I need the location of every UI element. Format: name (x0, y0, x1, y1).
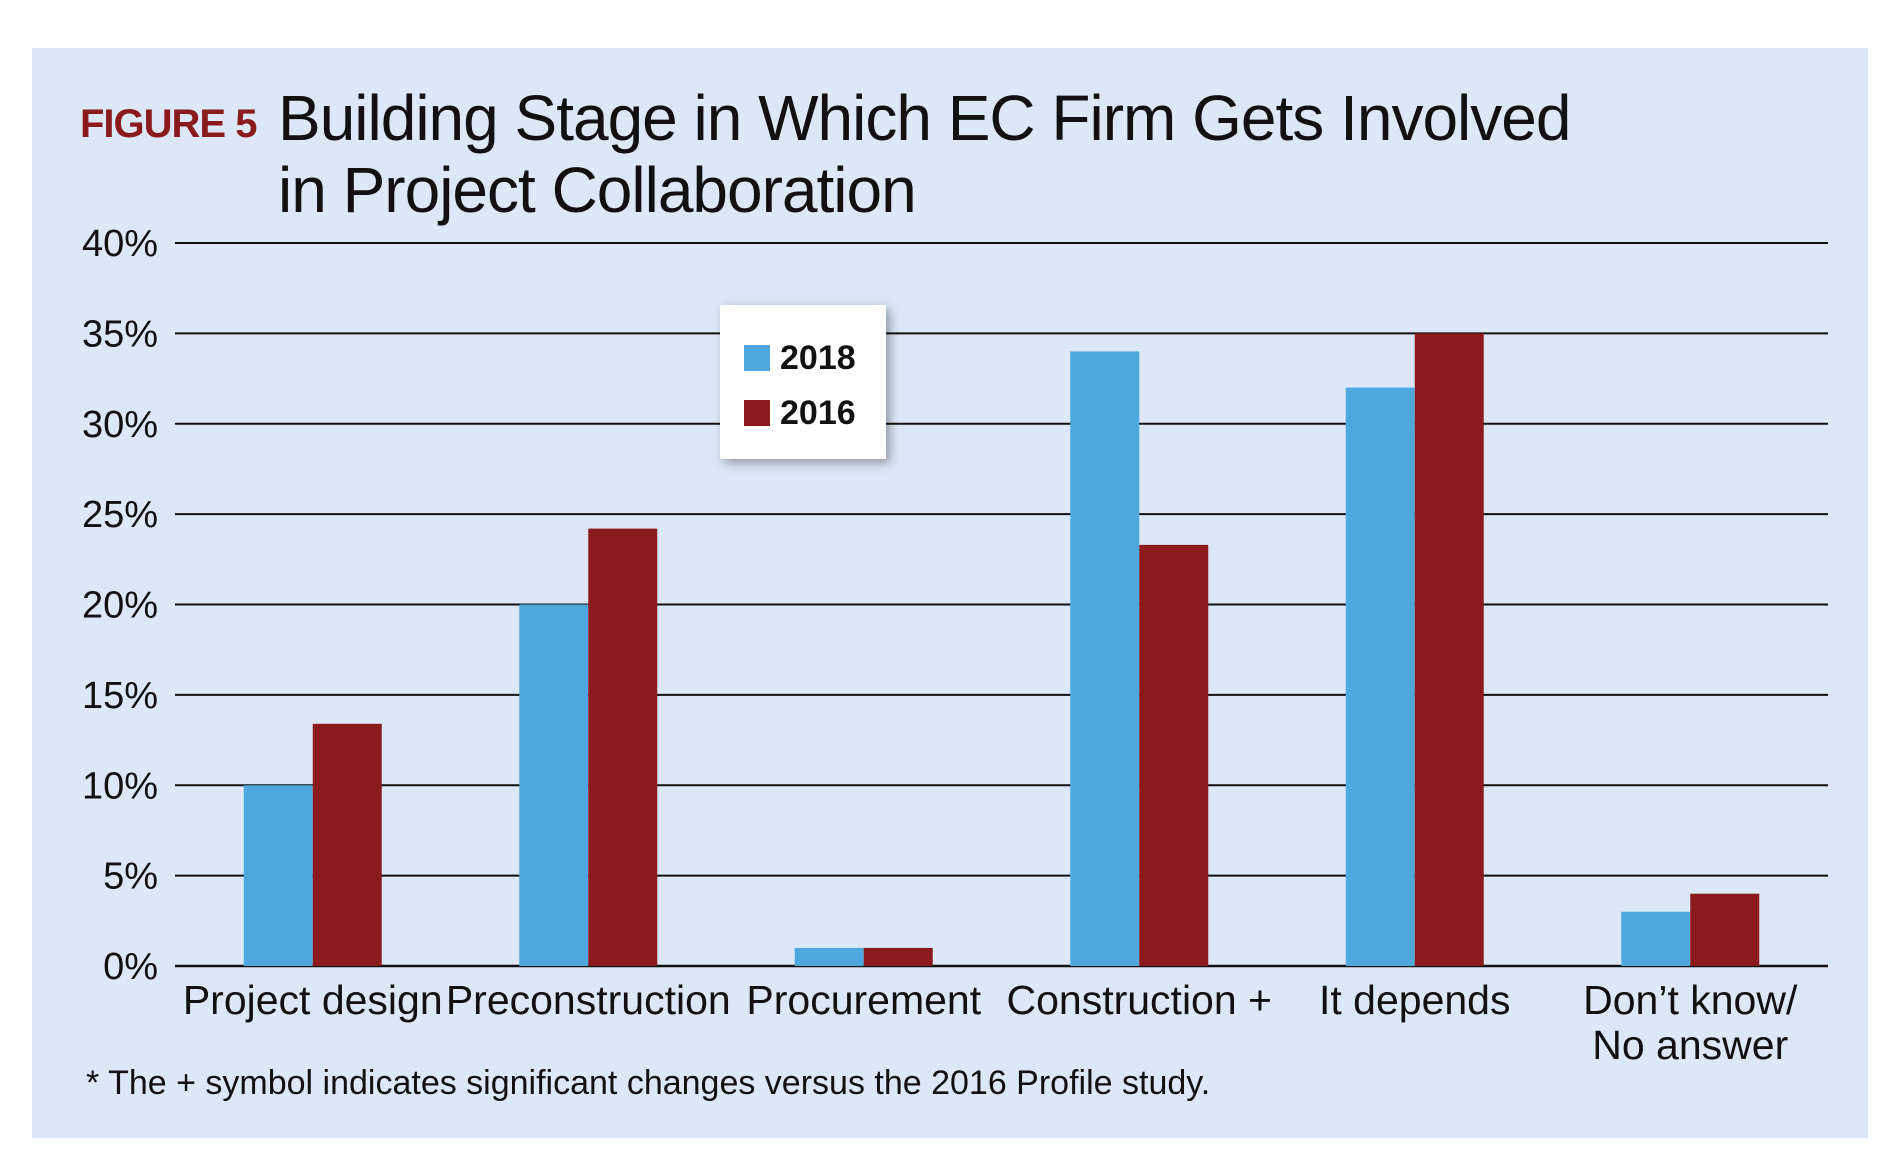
y-tick-label: 20% (82, 585, 158, 627)
y-tick-label: 5% (103, 856, 158, 898)
y-tick-label: 15% (82, 675, 158, 717)
x-category-label: No answer (1592, 1022, 1788, 1068)
y-tick-label: 35% (82, 313, 158, 355)
y-tick-label: 25% (82, 494, 158, 536)
gridlines (175, 242, 1828, 968)
legend-label-2018: 2018 (780, 338, 856, 377)
footnote: * The + symbol indicates significant cha… (86, 1064, 1211, 1102)
bar-2016-4 (1414, 333, 1484, 966)
bar-2018-2 (794, 947, 864, 966)
y-tick-label: 0% (103, 946, 158, 988)
x-category-label: Don’t know/ (1583, 977, 1798, 1023)
bar-2018-5 (1621, 911, 1691, 966)
bar-2018-1 (519, 604, 589, 966)
figure-label: FIGURE 5 (80, 102, 257, 146)
y-tick-label: 10% (82, 765, 158, 807)
y-tick-label: 30% (82, 404, 158, 446)
x-category-label: Preconstruction (446, 977, 731, 1023)
legend-label-2016: 2016 (780, 393, 856, 432)
bar-2018-4 (1345, 387, 1415, 967)
chart-title: Building Stage in Which EC Firm Gets Inv… (278, 82, 1678, 226)
bar-2016-1 (588, 528, 658, 966)
x-axis-labels: Project design Preconstruction Procurement… (183, 977, 1798, 1068)
y-axis-ticks: 0% 5% 10% 15% 20% 25% 30% 35% 40% (82, 223, 158, 988)
legend-swatch-2016 (744, 400, 770, 426)
bars (243, 333, 1760, 967)
legend-item-2018: 2018 (744, 338, 856, 378)
bar-2018-3 (1070, 351, 1140, 966)
x-category-label: Procurement (746, 977, 981, 1023)
legend-swatch-2018 (744, 345, 770, 371)
bar-2016-0 (312, 723, 382, 966)
legend: 2018 2016 (720, 305, 886, 459)
y-tick-label: 40% (82, 223, 158, 265)
chart-title-line-2: in Project Collaboration (278, 154, 917, 226)
x-category-label: Project design (183, 977, 443, 1023)
bar-2016-3 (1139, 544, 1209, 966)
legend-item-2016: 2016 (744, 393, 856, 433)
chart-title-line-1: Building Stage in Which EC Firm Gets Inv… (278, 82, 1571, 154)
bar-2016-5 (1690, 893, 1760, 966)
bar-2018-0 (243, 785, 313, 966)
x-category-label: Construction + (1007, 977, 1273, 1023)
bar-2016-2 (863, 947, 933, 966)
x-category-label: It depends (1319, 977, 1511, 1023)
